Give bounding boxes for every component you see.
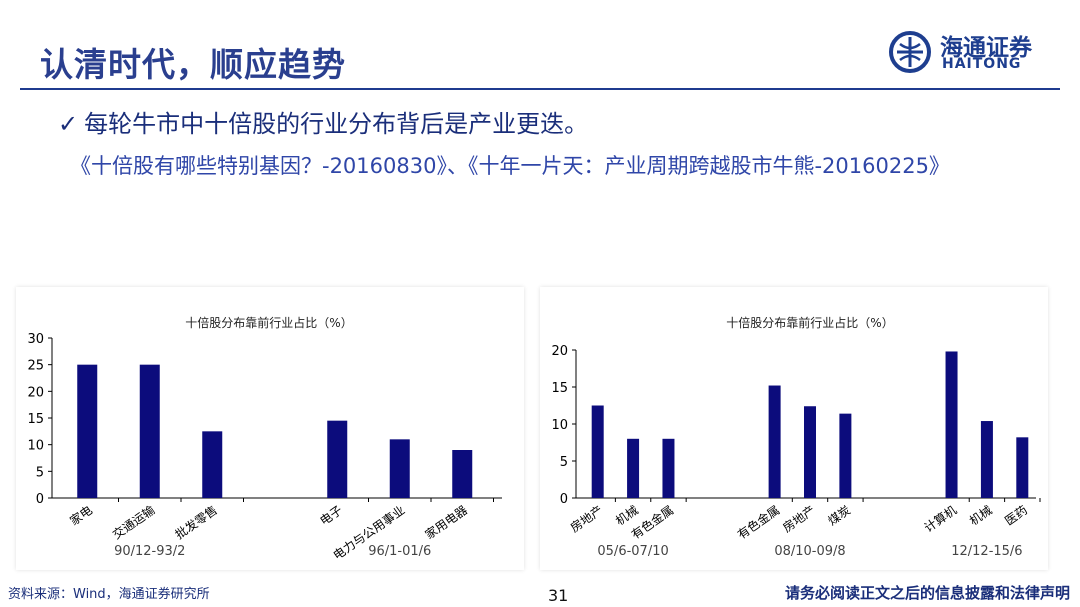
- x-tick-label: 房地产: [567, 502, 605, 535]
- bar: [1016, 437, 1029, 498]
- y-tick-label: 15: [27, 412, 44, 427]
- y-tick-label: 20: [27, 385, 44, 400]
- bar: [452, 450, 473, 498]
- references-text: 《十倍股有哪些特别基因？-20160830》、《十年一片天：产业周期跨越股市牛熊…: [70, 154, 950, 178]
- y-tick-label: 0: [560, 492, 568, 507]
- x-tick-label: 家电: [67, 502, 95, 528]
- chart-right-svg: 十倍股分布靠前行业占比（%） 0 5 10 15 20 房地产 机械 有色金属 05/6-07/1…: [551, 315, 1041, 559]
- y-tick-label: 5: [36, 465, 44, 480]
- bar: [202, 431, 223, 498]
- x-tick-label: 医药: [1002, 503, 1030, 528]
- x-tick-label: 煤炭: [825, 503, 853, 528]
- x-tick-label: 电子: [317, 503, 345, 528]
- chart-title: 十倍股分布靠前行业占比（%）: [185, 315, 352, 330]
- bar: [389, 439, 410, 498]
- x-tick-label: 有色金属: [734, 502, 782, 542]
- chart-title: 十倍股分布靠前行业占比（%）: [726, 315, 893, 330]
- x-tick-label: 房地产: [780, 502, 818, 535]
- bar: [662, 438, 675, 498]
- bar: [139, 364, 160, 498]
- x-tick-label: 机械: [966, 502, 994, 528]
- haitong-emblem-icon: [889, 31, 931, 73]
- period-label: 12/12-15/6: [951, 544, 1022, 559]
- bar: [768, 385, 781, 498]
- x-tick-label: 批发零售: [172, 502, 220, 542]
- period-label: 08/10-09/8: [774, 544, 845, 559]
- bar: [839, 413, 852, 498]
- y-tick-label: 20: [551, 344, 568, 359]
- x-tick-label: 家用电器: [422, 502, 470, 542]
- disclaimer-text: 请务必阅读正文之后的信息披露和法律声明: [784, 584, 1070, 602]
- y-tick-label: 30: [27, 332, 44, 347]
- period-label: 05/6-07/10: [597, 544, 668, 559]
- y-tick-label: 0: [36, 492, 44, 507]
- bar: [980, 421, 993, 498]
- title-divider: [20, 88, 1060, 90]
- bullet-text: 每轮牛市中十倍股的行业分布背后是产业更迭。: [84, 110, 589, 138]
- slide-title: 认清时代，顺应趋势: [40, 45, 346, 84]
- bar: [627, 438, 640, 498]
- bar: [804, 406, 816, 498]
- period-label: 90/12-93/2: [114, 544, 185, 559]
- chart-left: 十倍股分布靠前行业占比（%） 0 5 10 15 20 25 30 家电 交通运输 批发零售 90/1…: [16, 287, 524, 570]
- y-tick-label: 10: [27, 439, 44, 454]
- haitong-logo: 海通证券 HAITONG: [888, 28, 1048, 76]
- bar: [327, 420, 348, 498]
- bullet-point: ✓ 每轮牛市中十倍股的行业分布背后是产业更迭。: [58, 104, 588, 139]
- y-tick-label: 25: [27, 359, 44, 374]
- bar: [945, 351, 958, 498]
- source-note: 资料来源：Wind，海通证券研究所: [8, 587, 210, 602]
- y-tick-label: 5: [560, 455, 568, 470]
- logo-english-text: HAITONG: [942, 56, 1022, 72]
- y-tick-label: 10: [551, 418, 568, 433]
- logo-chinese-text: 海通证券: [940, 34, 1032, 61]
- checkmark-icon: ✓: [58, 110, 79, 138]
- chart-left-svg: 十倍股分布靠前行业占比（%） 0 5 10 15 20 25 30 家电 交通运输 批发零售 90/1…: [27, 315, 502, 563]
- x-tick-label: 交通运输: [110, 502, 158, 542]
- page-number: 31: [548, 586, 569, 605]
- x-tick-label: 计算机: [921, 502, 959, 535]
- bar: [591, 405, 604, 498]
- y-tick-label: 15: [551, 381, 568, 396]
- period-label: 96/1-01/6: [368, 544, 431, 559]
- chart-right: 十倍股分布靠前行业占比（%） 0 5 10 15 20 房地产 机械 有色金属 05/6-07/1…: [540, 287, 1048, 570]
- bar: [77, 364, 98, 498]
